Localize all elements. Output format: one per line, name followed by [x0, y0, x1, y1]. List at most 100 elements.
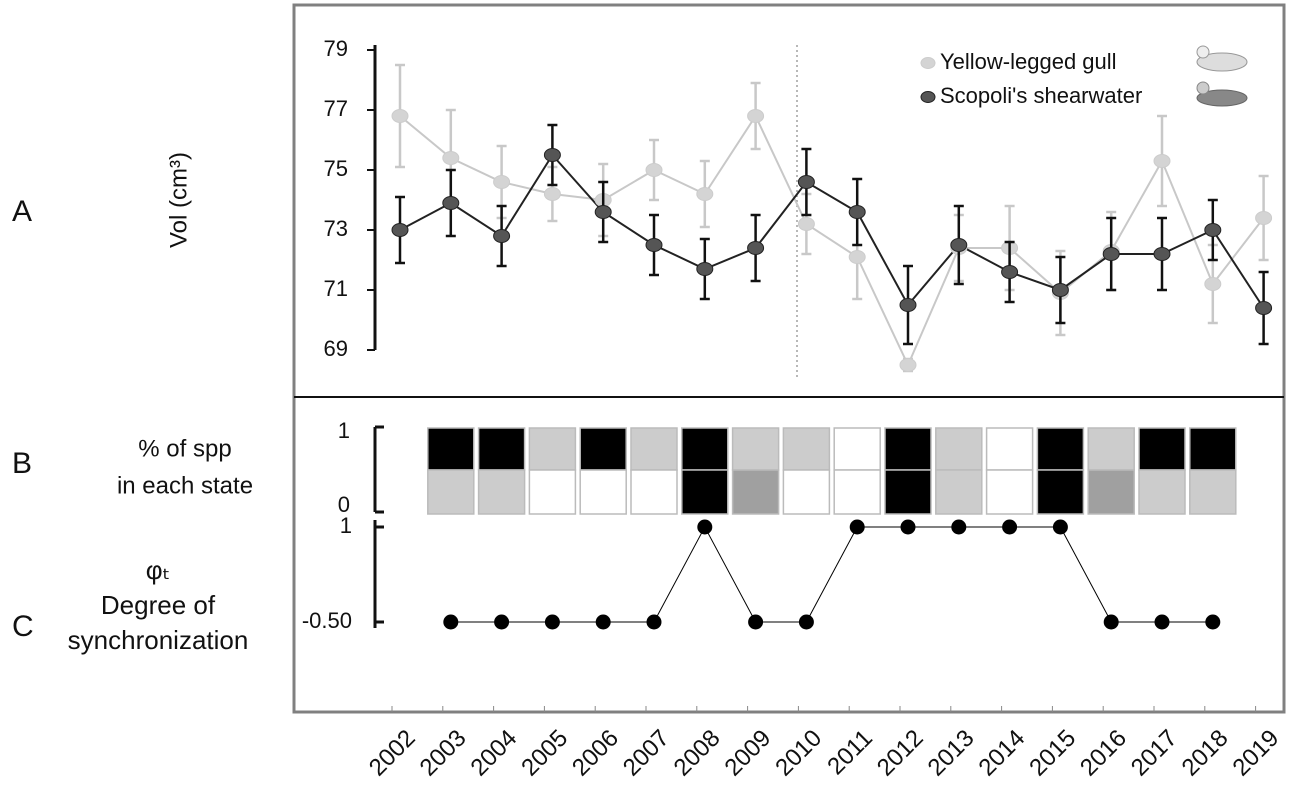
- marker: [1102, 247, 1120, 261]
- series-line: [399, 153, 1265, 309]
- state-bottom: [1138, 469, 1186, 515]
- x-tick-label: 2019: [1227, 725, 1284, 782]
- x-tick-label: 2008: [669, 725, 726, 782]
- x-tick-label: 2010: [770, 725, 827, 782]
- y-tick-label: 69: [324, 336, 348, 361]
- y-tick-label: 75: [324, 156, 348, 181]
- marker: [899, 298, 917, 312]
- x-tick-label: 2004: [465, 725, 522, 782]
- x-tick-label: 2018: [1177, 725, 1234, 782]
- marker: [442, 196, 460, 210]
- marker: [696, 187, 714, 201]
- marker: [1204, 277, 1222, 291]
- marker: [1002, 519, 1018, 535]
- state-top: [935, 427, 983, 471]
- state-bottom: [731, 469, 780, 515]
- state-top: [833, 427, 881, 471]
- x-tick-label: 2007: [618, 725, 675, 782]
- y-tick-label: 1: [340, 513, 352, 538]
- x-tick-label: 2017: [1126, 725, 1183, 782]
- marker: [747, 109, 765, 123]
- x-tick-label: 2015: [1024, 725, 1081, 782]
- y-axis-label: Degree of: [101, 590, 216, 620]
- x-tick-label: 2002: [364, 725, 421, 782]
- y-tick-label: 77: [324, 96, 348, 121]
- marker: [494, 614, 510, 630]
- marker: [645, 238, 663, 252]
- y-axis-label: in each state: [117, 472, 253, 499]
- state-bottom: [477, 469, 526, 515]
- state-top: [985, 427, 1034, 471]
- state-top: [579, 427, 627, 471]
- x-tick-label: 2003: [415, 725, 472, 782]
- x-tick-label: 2009: [719, 725, 776, 782]
- state-top: [630, 427, 678, 471]
- marker: [493, 175, 511, 189]
- marker: [1051, 283, 1069, 297]
- legend-marker: [920, 57, 936, 69]
- marker: [1153, 154, 1171, 168]
- state-top: [884, 427, 932, 471]
- x-tick-label: 2013: [923, 725, 980, 782]
- marker: [1204, 223, 1222, 237]
- state-top: [1138, 427, 1186, 471]
- state-bottom: [427, 469, 475, 515]
- state-bottom: [833, 469, 881, 515]
- marker: [493, 229, 511, 243]
- marker: [950, 238, 968, 252]
- marker: [748, 614, 764, 630]
- panel-label: C: [12, 610, 34, 643]
- marker: [848, 205, 866, 219]
- x-tick-label: 2016: [1075, 725, 1132, 782]
- state-top: [528, 427, 577, 471]
- marker: [442, 151, 460, 165]
- y-axis-label: Vol (cm³): [165, 152, 192, 248]
- marker: [391, 109, 409, 123]
- state-top: [1036, 427, 1085, 471]
- state-bottom: [884, 469, 932, 515]
- y-tick-label: 0: [338, 492, 350, 517]
- marker: [391, 223, 409, 237]
- x-tick-label: 2014: [973, 725, 1030, 782]
- y-axis-label: synchronization: [68, 625, 249, 655]
- marker: [1103, 614, 1119, 630]
- state-top: [782, 427, 831, 471]
- x-tick-label: 2012: [872, 725, 929, 782]
- marker: [443, 614, 459, 630]
- marker: [899, 358, 917, 372]
- state-bottom: [1087, 469, 1135, 515]
- marker: [645, 163, 663, 177]
- y-tick-label: 79: [324, 36, 348, 61]
- marker: [747, 241, 765, 255]
- panel-label: B: [12, 447, 32, 480]
- state-bottom: [528, 469, 577, 515]
- marker: [696, 262, 714, 276]
- state-bottom: [1189, 469, 1237, 515]
- state-bottom: [630, 469, 678, 515]
- panel-label: A: [12, 195, 32, 228]
- marker: [1001, 265, 1019, 279]
- marker: [797, 217, 815, 231]
- marker: [951, 519, 967, 535]
- marker: [544, 614, 560, 630]
- marker: [1153, 247, 1171, 261]
- marker: [697, 519, 713, 535]
- y-tick-label: 71: [324, 276, 348, 301]
- marker: [1154, 614, 1170, 630]
- state-bottom: [1036, 469, 1085, 515]
- state-top: [1189, 427, 1237, 471]
- x-tick-label: 2006: [567, 725, 624, 782]
- marker: [848, 250, 866, 264]
- y-tick-label: 73: [324, 216, 348, 241]
- y-tick-label: -0.50: [302, 608, 352, 633]
- bird-icons: [1196, 45, 1248, 107]
- marker: [594, 205, 612, 219]
- marker: [797, 175, 815, 189]
- state-top: [477, 427, 526, 471]
- state-bottom: [681, 469, 729, 515]
- marker: [849, 519, 865, 535]
- frame: [292, 3, 1286, 714]
- x-tick-label: 2011: [822, 725, 878, 781]
- marker: [1205, 614, 1221, 630]
